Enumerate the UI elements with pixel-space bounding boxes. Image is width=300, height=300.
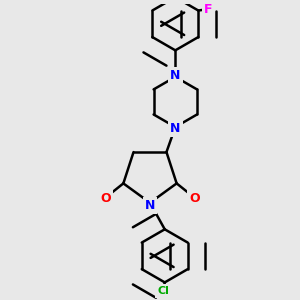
Text: N: N [170, 122, 181, 135]
Text: O: O [189, 192, 200, 205]
Text: N: N [145, 199, 155, 212]
Text: F: F [204, 2, 213, 16]
Text: O: O [100, 192, 111, 205]
Text: Cl: Cl [157, 286, 169, 296]
Text: N: N [170, 69, 181, 82]
